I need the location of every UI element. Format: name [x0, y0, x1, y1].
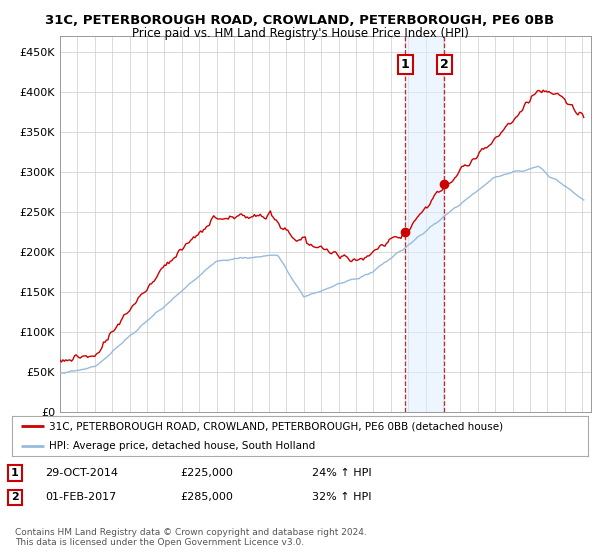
- Text: 29-OCT-2014: 29-OCT-2014: [45, 468, 118, 478]
- Text: 1: 1: [401, 58, 410, 71]
- Text: Contains HM Land Registry data © Crown copyright and database right 2024.
This d: Contains HM Land Registry data © Crown c…: [15, 528, 367, 547]
- Text: 31C, PETERBOROUGH ROAD, CROWLAND, PETERBOROUGH, PE6 0BB: 31C, PETERBOROUGH ROAD, CROWLAND, PETERB…: [46, 14, 554, 27]
- Text: 01-FEB-2017: 01-FEB-2017: [45, 492, 116, 502]
- Bar: [405, 36, 445, 412]
- Text: 2: 2: [440, 58, 449, 71]
- Text: 1: 1: [11, 468, 19, 478]
- Text: HPI: Average price, detached house, South Holland: HPI: Average price, detached house, Sout…: [49, 441, 316, 451]
- Text: Price paid vs. HM Land Registry's House Price Index (HPI): Price paid vs. HM Land Registry's House …: [131, 27, 469, 40]
- Text: 31C, PETERBOROUGH ROAD, CROWLAND, PETERBOROUGH, PE6 0BB (detached house): 31C, PETERBOROUGH ROAD, CROWLAND, PETERB…: [49, 421, 503, 431]
- Text: 32% ↑ HPI: 32% ↑ HPI: [312, 492, 371, 502]
- Text: 24% ↑ HPI: 24% ↑ HPI: [312, 468, 371, 478]
- Text: £225,000: £225,000: [180, 468, 233, 478]
- Text: £285,000: £285,000: [180, 492, 233, 502]
- Text: 2: 2: [11, 492, 19, 502]
